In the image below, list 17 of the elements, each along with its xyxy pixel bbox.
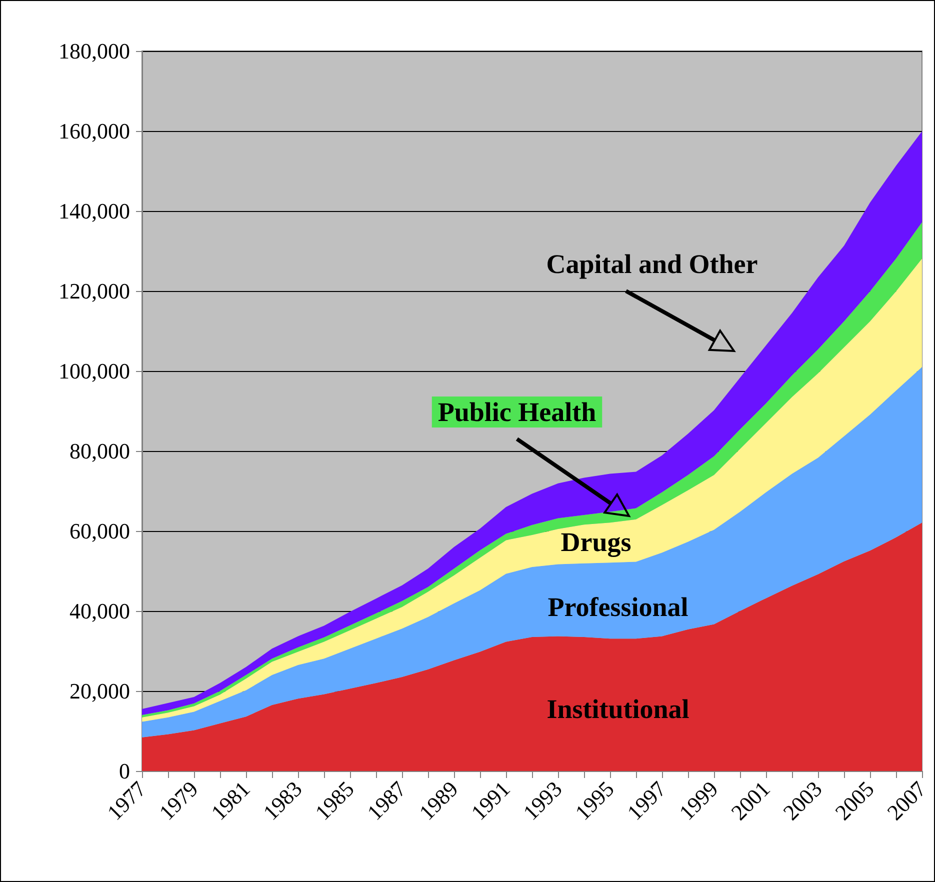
y-tick-label: 60,000 bbox=[70, 518, 130, 544]
series-label: Institutional bbox=[546, 694, 690, 724]
text: Public Health bbox=[438, 397, 596, 427]
y-tick-label: 160,000 bbox=[58, 118, 130, 144]
y-tick-label: 180,000 bbox=[58, 38, 130, 64]
series-label: Drugs bbox=[560, 527, 632, 557]
y-tick-label: 20,000 bbox=[70, 678, 130, 704]
y-tick-label: 120,000 bbox=[58, 278, 130, 304]
y-tick-label: 0 bbox=[119, 758, 130, 784]
series-label: Professional bbox=[548, 592, 689, 622]
x-tick-label: 1981 bbox=[206, 776, 255, 825]
series-label: Capital and Other bbox=[546, 249, 758, 279]
y-tick-label: 100,000 bbox=[58, 358, 130, 384]
y-tick-label: 140,000 bbox=[58, 198, 130, 224]
y-tick-label: 40,000 bbox=[70, 598, 130, 624]
y-tick-label: 80,000 bbox=[70, 438, 130, 464]
x-tick-label: 1991 bbox=[466, 776, 515, 825]
